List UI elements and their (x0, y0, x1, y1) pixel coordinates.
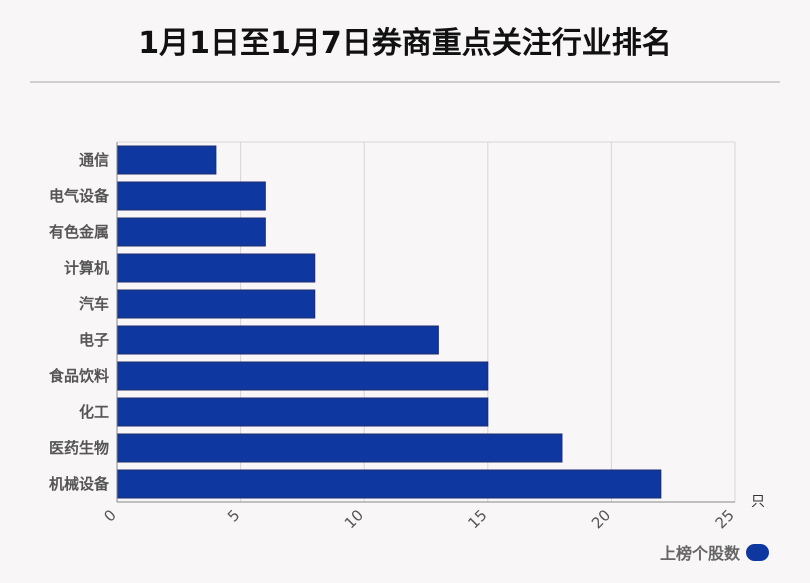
title-divider (30, 81, 780, 83)
x-unit-label: 只 (751, 494, 765, 510)
y-category-label: 计算机 (64, 259, 109, 277)
x-tick-label: 15 (464, 506, 490, 532)
legend[interactable]: 上榜个股数 (660, 540, 770, 564)
y-category-label: 电子 (79, 331, 109, 349)
y-category-label: 化工 (79, 403, 109, 421)
y-category-label: 医药生物 (49, 439, 109, 457)
bar (116, 361, 489, 391)
y-category-label: 电气设备 (49, 187, 110, 205)
y-category-label: 汽车 (79, 295, 109, 313)
bar (116, 217, 266, 247)
x-tick-label: 20 (588, 506, 614, 532)
x-tick-label: 25 (712, 506, 738, 532)
y-category-label: 机械设备 (49, 475, 110, 493)
y-category-label: 食品饮料 (49, 367, 109, 385)
chart-title: 1月1日至1月7日券商重点关注行业排名 (138, 26, 672, 61)
bar (116, 253, 316, 283)
bar (116, 145, 217, 175)
y-category-label: 有色金属 (49, 223, 109, 241)
legend-label: 上榜个股数 (660, 544, 741, 563)
x-tick-label: 0 (100, 506, 119, 525)
y-category-label: 通信 (79, 151, 109, 169)
legend-swatch[interactable] (746, 543, 770, 561)
bar (116, 397, 489, 427)
bar (116, 469, 662, 499)
bar (116, 289, 316, 319)
bar (116, 433, 563, 463)
x-tick-label: 5 (224, 506, 243, 525)
bar (116, 181, 266, 211)
x-tick-label: 10 (341, 506, 367, 532)
bar (116, 325, 439, 355)
